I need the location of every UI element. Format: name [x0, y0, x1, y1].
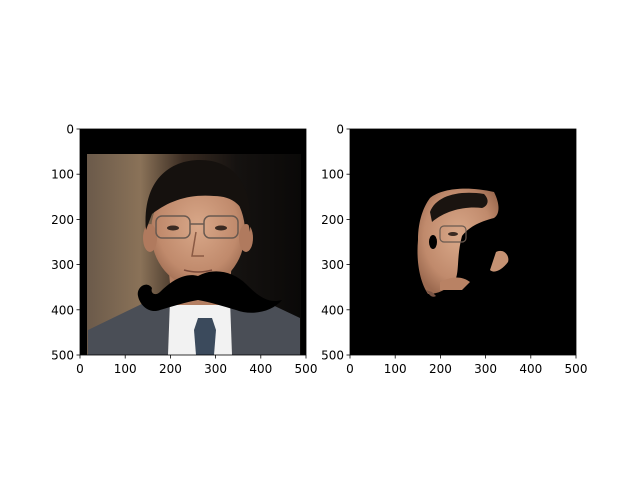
left-ytick-label-200: 200 [51, 213, 74, 227]
right-ytick-label-100: 100 [321, 168, 344, 182]
mouth [183, 269, 213, 273]
right-ytick-label-200: 200 [321, 213, 344, 227]
tie [194, 318, 216, 355]
right-xtick-label-400: 400 [519, 362, 542, 376]
left-xtick-label-0: 0 [76, 362, 84, 376]
left-ytick-label-500: 500 [51, 349, 74, 363]
masked-hair [430, 192, 488, 222]
right-ytick-label-0: 0 [336, 123, 344, 137]
mustache-overlay [137, 271, 282, 313]
glasses-right-lens [203, 215, 239, 239]
masked-eye [448, 232, 458, 236]
right-image-panel [350, 129, 576, 355]
eye-right [215, 225, 227, 231]
left-ytick-label-400: 400 [51, 303, 74, 317]
masked-cheek-sliver [490, 250, 509, 272]
left-xtick-label-200: 200 [159, 362, 182, 376]
left-image-panel [80, 129, 306, 355]
face [151, 177, 245, 287]
left-ytick-label-300: 300 [51, 258, 74, 272]
ear-left [143, 224, 157, 252]
nose [191, 231, 204, 257]
right-xtick-label-500: 500 [565, 362, 588, 376]
right-xtick-label-200: 200 [429, 362, 452, 376]
right-ytick-label-300: 300 [321, 258, 344, 272]
right-ytick-label-400: 400 [321, 303, 344, 317]
masked-glasses-lens [439, 225, 467, 243]
left-xtick-label-500: 500 [295, 362, 318, 376]
left-axes-frame [79, 128, 307, 356]
glasses-left-lens [155, 215, 191, 239]
left-xtick-label-400: 400 [249, 362, 272, 376]
right-xtick-label-300: 300 [474, 362, 497, 376]
right-xtick-label-100: 100 [384, 362, 407, 376]
ear-right [239, 224, 253, 252]
left-ytick-label-100: 100 [51, 168, 74, 182]
hair [145, 160, 251, 232]
mask-hole [429, 235, 437, 249]
eye-left [167, 225, 179, 231]
left-xtick-label-100: 100 [114, 362, 137, 376]
masked-neck-fragment [426, 290, 436, 297]
right-ytick-label-500: 500 [321, 349, 344, 363]
right-axes-frame [349, 128, 577, 356]
right-xtick-label-0: 0 [346, 362, 354, 376]
left-ytick-label-0: 0 [66, 123, 74, 137]
masked-chin [440, 277, 470, 290]
left-xtick-label-300: 300 [204, 362, 227, 376]
